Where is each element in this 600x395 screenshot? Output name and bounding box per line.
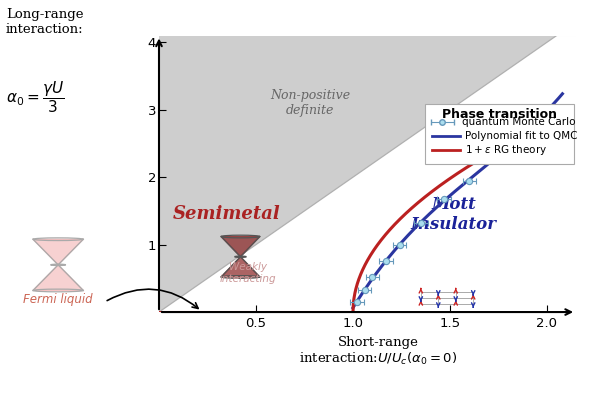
Polygon shape: [33, 239, 83, 265]
Text: Phase transition: Phase transition: [442, 108, 557, 121]
FancyBboxPatch shape: [425, 104, 574, 164]
Text: Fermi liquid: Fermi liquid: [23, 293, 93, 307]
Text: quantum Monte Carlo: quantum Monte Carlo: [461, 117, 575, 127]
Text: Polynomial fit to QMC: Polynomial fit to QMC: [466, 131, 578, 141]
Polygon shape: [221, 257, 260, 277]
Text: Weakly
interacting: Weakly interacting: [220, 262, 277, 284]
Polygon shape: [33, 265, 83, 290]
Text: Short-range
interaction:$U/U_c(\alpha_0=0)$: Short-range interaction:$U/U_c(\alpha_0=…: [299, 336, 457, 367]
Text: Non-positive
definite: Non-positive definite: [270, 89, 350, 117]
Text: $\alpha_0 = \dfrac{\gamma U}{3}$: $\alpha_0 = \dfrac{\gamma U}{3}$: [6, 79, 64, 115]
Text: Mott
Insulator: Mott Insulator: [411, 196, 497, 233]
Text: Long-range
interaction:: Long-range interaction:: [6, 8, 83, 36]
Text: $1 + \epsilon$ RG theory: $1 + \epsilon$ RG theory: [466, 143, 548, 157]
Polygon shape: [221, 237, 260, 257]
Text: Semimetal: Semimetal: [173, 205, 281, 223]
